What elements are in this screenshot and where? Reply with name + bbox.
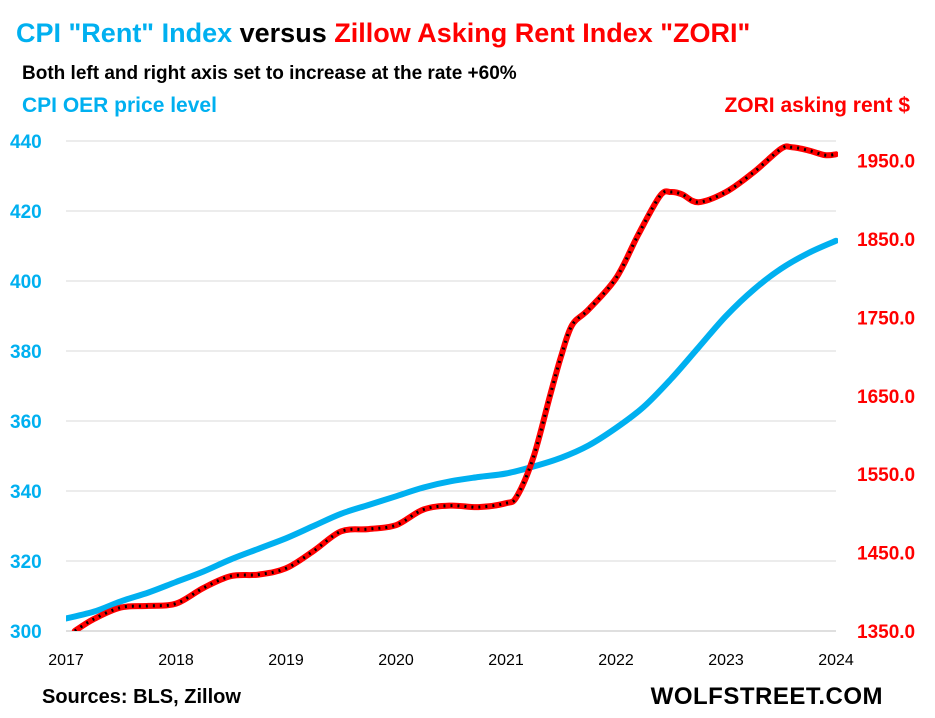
left-tick-label: 420 — [10, 202, 42, 223]
x-tick-label: 2020 — [378, 652, 414, 669]
left-tick-label: 360 — [10, 412, 42, 433]
chart-title: CPI "Rent" Index versus Zillow Asking Re… — [16, 18, 750, 49]
x-tick-label: 2019 — [268, 652, 304, 669]
cpi-oer-line — [66, 237, 838, 622]
x-tick-label: 2023 — [708, 652, 744, 669]
title-cpi-part: CPI "Rent" Index — [16, 18, 233, 48]
right-tick-label: 1450.0 — [857, 544, 915, 565]
zori-line-dots — [73, 144, 837, 631]
left-tick-label: 440 — [10, 132, 42, 153]
title-zori-part: Zillow Asking Rent Index "ZORI" — [334, 18, 751, 48]
right-axis-label: ZORI asking rent $ — [724, 94, 910, 117]
source-note: Sources: BLS, Zillow — [42, 686, 241, 708]
left-tick-label: 340 — [10, 482, 42, 503]
zori-line — [71, 143, 838, 631]
x-tick-label: 2017 — [48, 652, 84, 669]
left-axis-label: CPI OER price level — [22, 94, 217, 117]
brand-watermark: WOLFSTREET.COM — [650, 683, 883, 710]
chart-subtitle: Both left and right axis set to increase… — [22, 63, 517, 84]
left-tick-label: 400 — [10, 272, 42, 293]
left-tick-label: 300 — [10, 622, 42, 643]
left-tick-label: 320 — [10, 552, 42, 573]
right-tick-label: 1850.0 — [857, 230, 915, 251]
x-tick-label: 2022 — [598, 652, 634, 669]
left-tick-label: 380 — [10, 342, 42, 363]
right-tick-label: 1750.0 — [857, 308, 915, 329]
right-tick-label: 1950.0 — [857, 152, 915, 173]
title-versus-part: versus — [232, 18, 335, 48]
x-tick-label: 2021 — [488, 652, 524, 669]
right-tick-label: 1650.0 — [857, 387, 915, 408]
right-tick-label: 1350.0 — [857, 622, 915, 643]
x-tick-label: 2024 — [818, 652, 854, 669]
right-tick-label: 1550.0 — [857, 465, 915, 486]
x-tick-label: 2018 — [158, 652, 194, 669]
